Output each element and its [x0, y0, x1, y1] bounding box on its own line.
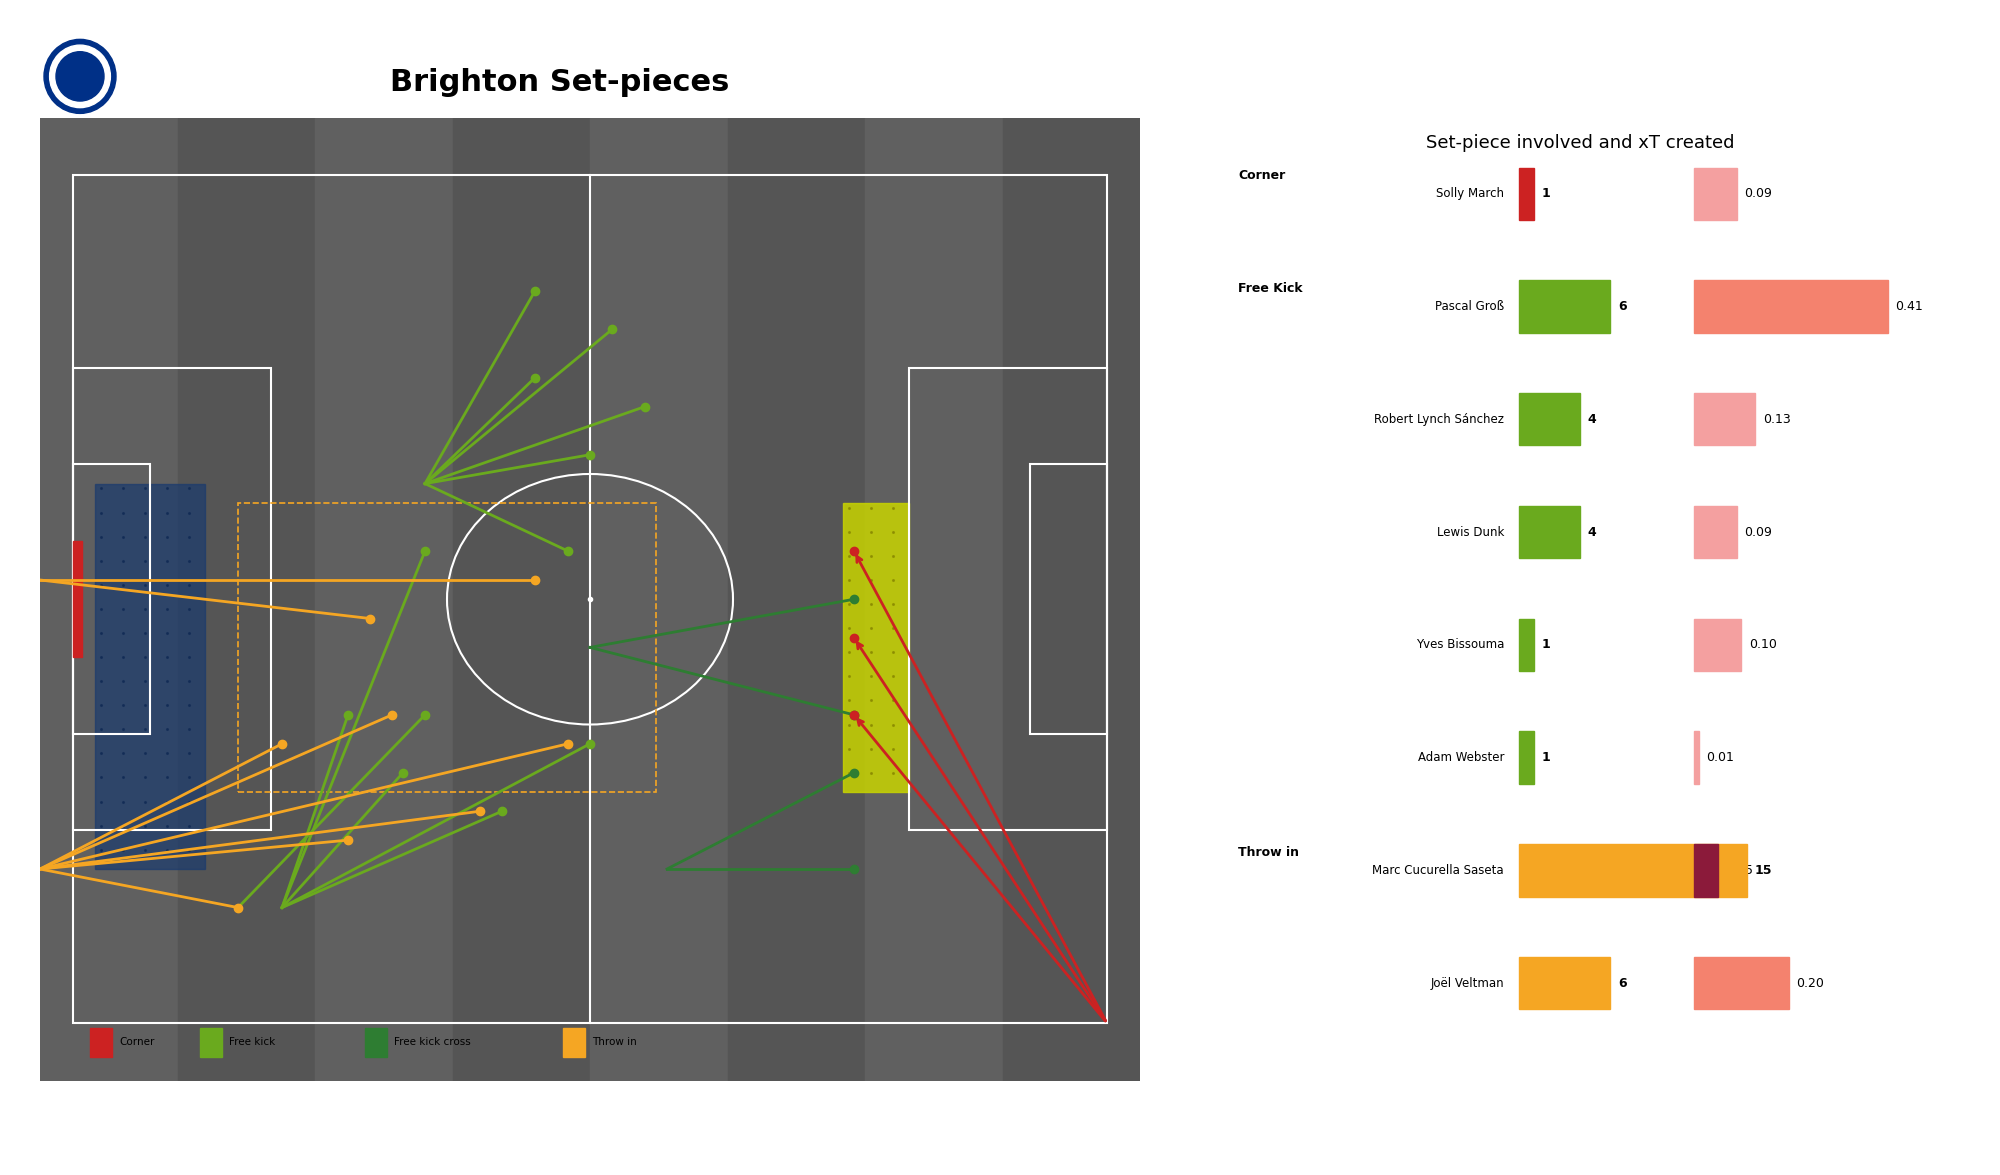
- Text: Marc Cucurella Saseta: Marc Cucurella Saseta: [1372, 864, 1504, 877]
- Text: Brighton Set-pieces: Brighton Set-pieces: [390, 68, 730, 96]
- Bar: [910, 368, 1108, 831]
- Text: 4: 4: [1588, 412, 1596, 425]
- Text: Throw in: Throw in: [592, 1038, 636, 1047]
- Bar: [72, 368, 272, 831]
- Bar: [1520, 958, 1610, 1009]
- Bar: [1694, 958, 1788, 1009]
- Bar: [728, 118, 866, 1081]
- Bar: [1520, 394, 1580, 445]
- Bar: [72, 175, 1108, 1023]
- Bar: [1520, 168, 1534, 220]
- Bar: [1694, 281, 1888, 333]
- Text: 1: 1: [1542, 751, 1550, 764]
- Bar: [178, 118, 316, 1081]
- Bar: [40, 118, 178, 1081]
- Text: Free Kick: Free Kick: [1238, 282, 1302, 295]
- Text: Joël Veltman: Joël Veltman: [1430, 976, 1504, 989]
- Bar: [1520, 506, 1580, 558]
- Bar: [844, 503, 910, 792]
- Bar: [1694, 732, 1698, 784]
- Bar: [1694, 845, 1718, 897]
- Text: Set-piece involved and xT created: Set-piece involved and xT created: [1426, 134, 1734, 153]
- Text: Yves Bissouma: Yves Bissouma: [1416, 638, 1504, 651]
- Bar: [1694, 619, 1742, 671]
- Text: 0.13: 0.13: [1764, 412, 1790, 425]
- Text: 6: 6: [1618, 976, 1626, 989]
- Bar: [1694, 168, 1736, 220]
- Bar: [1694, 394, 1756, 445]
- Text: Adam Webster: Adam Webster: [1418, 751, 1504, 764]
- Text: Free kick cross: Free kick cross: [394, 1038, 470, 1047]
- Text: 1: 1: [1542, 187, 1550, 200]
- Text: 15: 15: [1754, 864, 1772, 877]
- Text: 0.09: 0.09: [1744, 187, 1772, 200]
- Bar: [562, 1028, 584, 1058]
- Circle shape: [44, 39, 116, 114]
- Bar: [364, 1028, 386, 1058]
- Bar: [452, 118, 590, 1081]
- Circle shape: [50, 45, 110, 108]
- Bar: [200, 1028, 222, 1058]
- Text: 0.20: 0.20: [1796, 976, 1824, 989]
- Text: Robert Lynch Sánchez: Robert Lynch Sánchez: [1374, 412, 1504, 425]
- Bar: [1030, 464, 1108, 734]
- Bar: [1002, 118, 1140, 1081]
- Bar: [96, 484, 206, 870]
- Text: 6: 6: [1618, 300, 1626, 313]
- Text: 0.05: 0.05: [1726, 864, 1754, 877]
- Text: 0.01: 0.01: [1706, 751, 1734, 764]
- Text: 0.09: 0.09: [1744, 525, 1772, 538]
- Bar: [72, 542, 82, 657]
- Bar: [590, 118, 728, 1081]
- Bar: [1520, 845, 1748, 897]
- Text: 0.10: 0.10: [1748, 638, 1776, 651]
- Text: 4: 4: [1588, 525, 1596, 538]
- Bar: [1520, 281, 1610, 333]
- Text: 1: 1: [1542, 638, 1550, 651]
- Bar: [316, 118, 452, 1081]
- Text: 0.41: 0.41: [1896, 300, 1924, 313]
- Text: Pascal Groß: Pascal Groß: [1434, 300, 1504, 313]
- Text: Corner: Corner: [1238, 169, 1286, 182]
- Circle shape: [56, 52, 104, 101]
- Text: Lewis Dunk: Lewis Dunk: [1436, 525, 1504, 538]
- Text: Solly March: Solly March: [1436, 187, 1504, 200]
- Bar: [90, 1028, 112, 1058]
- Bar: [1694, 506, 1736, 558]
- Bar: [72, 464, 150, 734]
- Bar: [238, 503, 656, 792]
- Bar: [866, 118, 1002, 1081]
- Bar: [1520, 732, 1534, 784]
- Text: Throw in: Throw in: [1238, 846, 1300, 859]
- Bar: [1520, 619, 1534, 671]
- Text: Corner: Corner: [120, 1038, 154, 1047]
- Text: Free kick: Free kick: [230, 1038, 276, 1047]
